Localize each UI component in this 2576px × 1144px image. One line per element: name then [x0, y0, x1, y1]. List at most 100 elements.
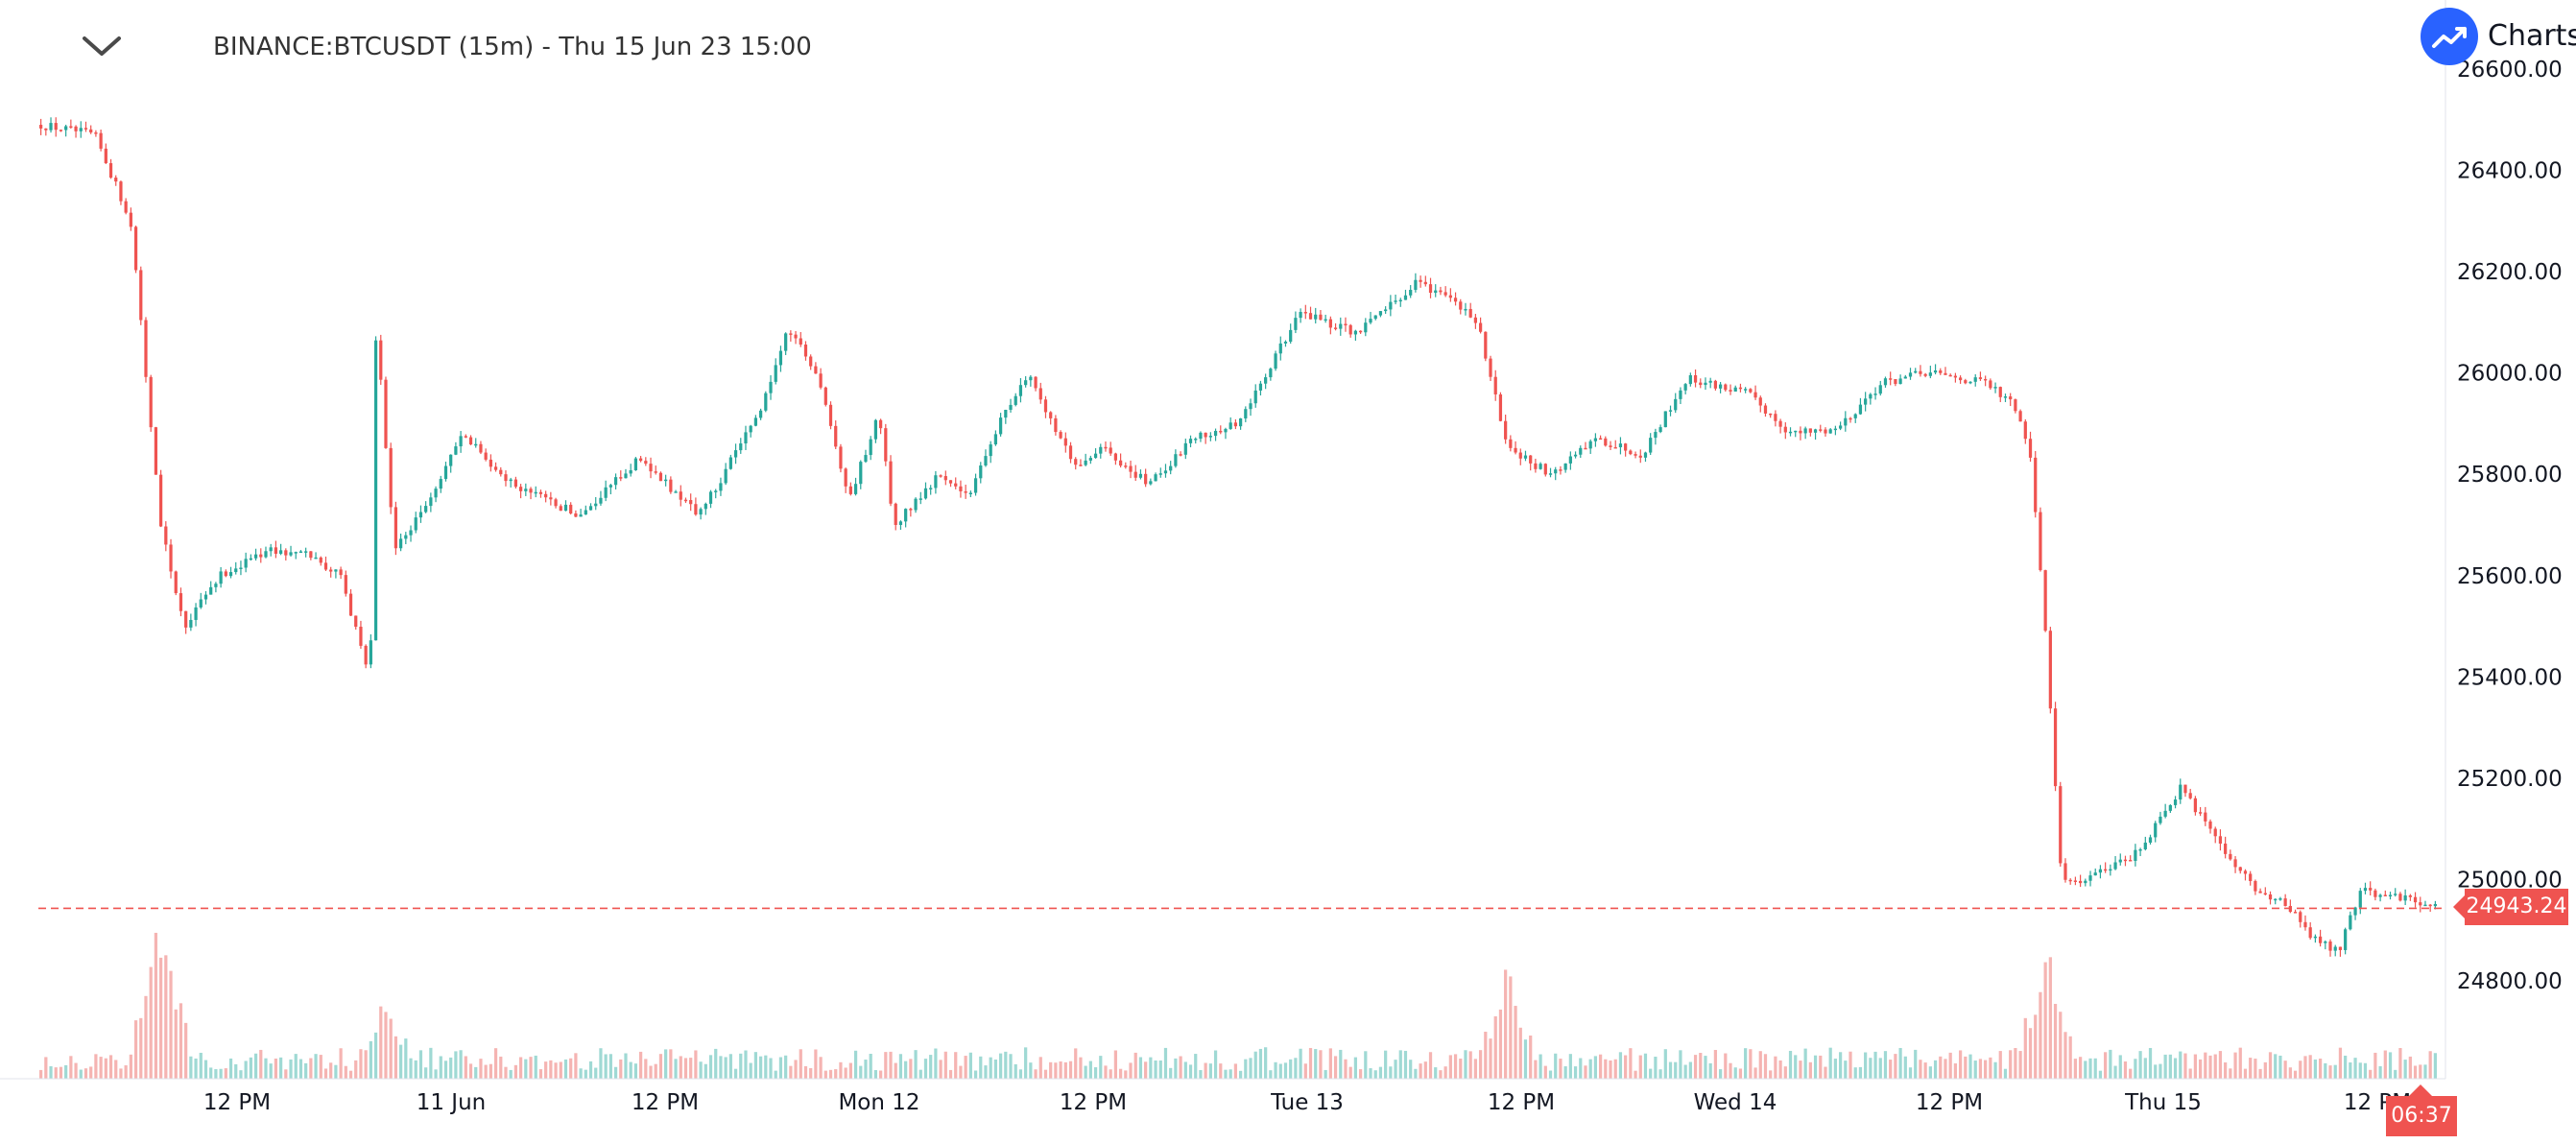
candle [549, 491, 553, 506]
candle [898, 520, 903, 530]
volume-bar [449, 1057, 453, 1079]
volume-bar [1144, 1061, 1148, 1079]
volume-bar [1289, 1059, 1293, 1079]
volume-bar [909, 1059, 913, 1079]
candle [1749, 388, 1753, 393]
candle [2043, 569, 2047, 632]
volume-bar [2268, 1052, 2273, 1079]
volume-bar [959, 1065, 963, 1079]
candle [518, 484, 523, 499]
candle [1778, 418, 1782, 434]
volume-bar [2383, 1050, 2387, 1079]
time-axis[interactable]: 12 PM 11 Jun 12 PM Mon 12 12 PM Tue 13 12 PM We… [203, 1090, 2411, 1115]
candle [468, 435, 473, 445]
candle [1973, 373, 1977, 387]
candle [2198, 807, 2203, 817]
candle [2338, 946, 2343, 957]
volume-bar [1708, 1062, 1712, 1079]
volume-bar [2398, 1048, 2402, 1079]
volume-bar [1573, 1066, 1578, 1079]
candle [2423, 900, 2427, 907]
volume-bar [604, 1054, 608, 1079]
volume-bar [429, 1047, 433, 1079]
volume-bar [1333, 1056, 1338, 1079]
volume-bar [923, 1059, 928, 1079]
candle [1504, 415, 1508, 444]
volume-bar [434, 1069, 438, 1079]
volume-bar [1253, 1051, 1257, 1079]
volume-bar [1774, 1056, 1777, 1079]
volume-bar [2204, 1052, 2207, 1079]
candle [569, 502, 573, 515]
candle [49, 117, 53, 133]
volume-bar [2198, 1059, 2203, 1079]
candle [504, 470, 508, 487]
volume-bar [2154, 1064, 2158, 1079]
candle [1643, 451, 1648, 463]
volume-bar [99, 1057, 103, 1079]
volume-bar [753, 1052, 758, 1079]
candle [1883, 376, 1888, 388]
volume-bar [2283, 1061, 2287, 1079]
candle [929, 485, 933, 495]
volume-bar [574, 1053, 578, 1079]
candle [1873, 387, 1877, 400]
candle [2053, 702, 2058, 792]
x-tick-label: 12 PM [1060, 1090, 1127, 1115]
collapse-chevron-button[interactable] [75, 29, 129, 67]
candle [319, 556, 322, 566]
volume-bar [1228, 1069, 1232, 1079]
candle [2014, 398, 2017, 414]
volume-bar [2403, 1060, 2407, 1079]
volume-bar [1498, 1009, 1503, 1079]
bar-countdown-label: 06:37 [2386, 1084, 2457, 1136]
candle [1038, 382, 1042, 404]
candle [1208, 432, 1212, 441]
candle [789, 330, 793, 342]
candle [2123, 855, 2128, 867]
candle [2098, 865, 2103, 879]
volume-bar [1394, 1060, 1397, 1079]
volume-bar [1314, 1049, 1318, 1079]
candle [1274, 350, 1277, 371]
volume-bar [1018, 1069, 1023, 1079]
volume-bar [158, 957, 163, 1079]
candle [669, 476, 673, 494]
volume-bar [864, 1060, 868, 1079]
volume-bar [1824, 1066, 1827, 1079]
candle [409, 525, 413, 542]
candle [889, 455, 893, 507]
candle [524, 483, 528, 496]
volume-bar [1464, 1050, 1467, 1079]
candle [1774, 410, 1777, 427]
volume-bar [774, 1070, 777, 1079]
candle [1068, 441, 1073, 464]
volume-bar [119, 1068, 123, 1079]
volume-bar [984, 1065, 988, 1079]
price-axis[interactable]: 24800.0025000.0025200.0025400.0025600.00… [2457, 58, 2563, 994]
volume-bar [1113, 1050, 1118, 1079]
candle [2388, 892, 2393, 900]
candle [2179, 778, 2182, 804]
candle [1084, 453, 1087, 466]
volume-bar [649, 1065, 653, 1079]
charts-logo-button[interactable] [2421, 8, 2478, 65]
candle [1548, 467, 1553, 478]
volume-bar [633, 1063, 638, 1079]
volume-bar [989, 1057, 992, 1079]
volume-bar [844, 1067, 847, 1079]
candle [2048, 627, 2052, 714]
volume-bar [599, 1048, 603, 1079]
volume-bar [2018, 1051, 2022, 1079]
volume-bar [929, 1055, 933, 1079]
candle [219, 566, 223, 588]
candle [679, 485, 682, 507]
candle [769, 374, 773, 400]
candle [2154, 821, 2158, 843]
volume-bar [789, 1065, 793, 1079]
x-tick-label: 12 PM [203, 1090, 271, 1115]
volume-bar [1194, 1054, 1198, 1079]
candle [1344, 317, 1348, 332]
volume-bar [1668, 1061, 1673, 1079]
